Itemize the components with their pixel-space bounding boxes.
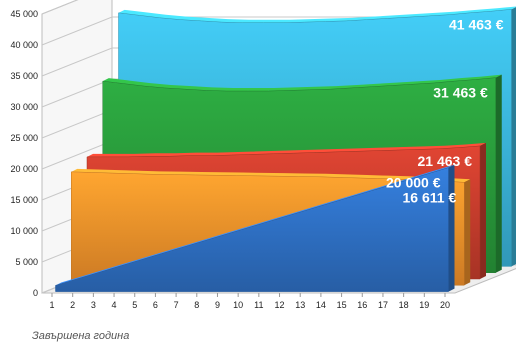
x-axis-ticks: 1 2 3 4 5 6 7 8 9 10 11 12 13 14 15 16 17 18 19 20 bbox=[49, 293, 450, 310]
x-tick-label: 18 bbox=[399, 300, 409, 310]
y-tick-label: 0 bbox=[33, 288, 38, 298]
y-axis-ticks: 0 5 000 10 000 15 000 20 000 25 000 30 000 35 0… bbox=[10, 9, 38, 298]
x-tick-label: 13 bbox=[295, 300, 305, 310]
y-tick-label: 25 000 bbox=[10, 133, 38, 143]
x-tick-label: 9 bbox=[215, 300, 220, 310]
x-tick-label: 11 bbox=[254, 300, 263, 310]
x-tick-label: 3 bbox=[91, 300, 96, 310]
x-tick-label: 14 bbox=[316, 300, 326, 310]
x-axis-label: Завършена година bbox=[32, 330, 129, 342]
x-tick-label: 5 bbox=[132, 300, 137, 310]
series-cap bbox=[495, 74, 502, 273]
series-top bbox=[118, 6, 516, 23]
y-tick-label: 40 000 bbox=[10, 40, 38, 50]
x-tick-label: 12 bbox=[275, 300, 285, 310]
series-cap bbox=[511, 7, 516, 267]
x-tick-label: 10 bbox=[233, 300, 243, 310]
x-tick-label: 7 bbox=[174, 300, 179, 310]
series-cap bbox=[464, 179, 471, 286]
series-layer bbox=[55, 6, 516, 292]
x-tick-label: 19 bbox=[419, 300, 429, 310]
x-tick-label: 2 bbox=[70, 300, 75, 310]
data-labels: 41 463 € 31 463 € 21 463 € 16 611 €20 000 € bbox=[386, 16, 504, 205]
series-cap bbox=[448, 164, 455, 292]
series-top bbox=[71, 168, 471, 183]
x-tick-label: 16 bbox=[357, 300, 367, 310]
data-label: 21 463 € bbox=[418, 153, 473, 169]
y-tick-label: 20 000 bbox=[10, 164, 38, 174]
y-tick-label: 5 000 bbox=[15, 257, 38, 267]
x-tick-label: 6 bbox=[153, 300, 158, 310]
x-tick-label: 15 bbox=[337, 300, 347, 310]
y-tick-label: 15 000 bbox=[10, 195, 38, 205]
series-top bbox=[87, 142, 486, 157]
x-tick-label: 20 bbox=[440, 300, 450, 310]
series-area bbox=[55, 167, 449, 292]
data-label: 31 463 € bbox=[433, 85, 488, 101]
x-tick-label: 1 bbox=[49, 300, 54, 310]
x-tick-label: 4 bbox=[112, 300, 117, 310]
series-top bbox=[55, 164, 455, 286]
y-tick-label: 30 000 bbox=[10, 102, 38, 112]
y-tick-label: 45 000 bbox=[10, 9, 38, 19]
x-tick-label: 17 bbox=[378, 300, 388, 310]
series-top bbox=[102, 74, 502, 92]
y-tick-label: 10 000 bbox=[10, 226, 38, 236]
grid-line bbox=[41, 0, 79, 15]
data-label: 20 000 € bbox=[386, 175, 441, 191]
series-cap bbox=[480, 142, 486, 279]
x-tick-label: 8 bbox=[194, 300, 199, 310]
data-label: 41 463 € bbox=[449, 16, 504, 32]
data-label: 16 611 € bbox=[403, 189, 457, 205]
y-tick-label: 35 000 bbox=[10, 71, 38, 81]
